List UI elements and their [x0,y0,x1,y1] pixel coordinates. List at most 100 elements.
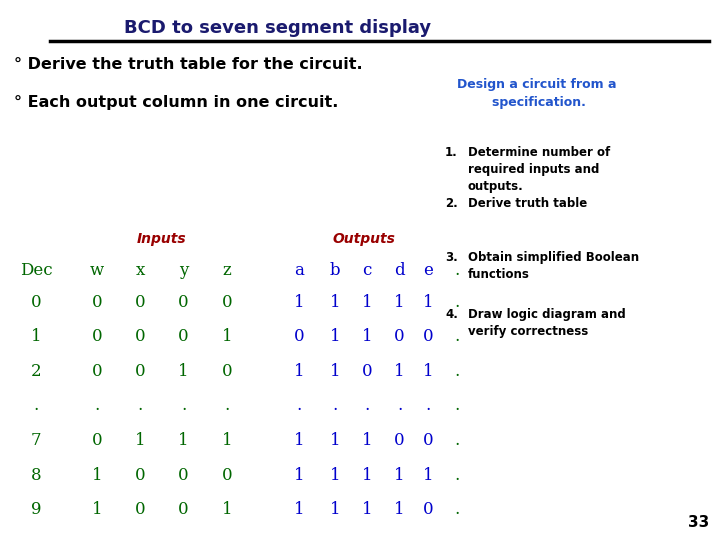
Text: 1: 1 [92,501,102,518]
Text: 0: 0 [423,328,433,345]
Text: 0: 0 [135,328,145,345]
Text: Dec: Dec [19,262,53,279]
Text: .: . [138,397,143,414]
Text: x: x [135,262,145,279]
Text: a: a [294,262,304,279]
Text: 0: 0 [423,432,433,449]
Text: .: . [454,397,460,414]
Text: c: c [362,262,372,279]
Text: .: . [397,397,402,414]
Text: 0: 0 [179,467,189,483]
Text: 0: 0 [92,432,102,449]
Text: 0: 0 [92,294,102,311]
Text: 0: 0 [395,328,405,345]
Text: 1: 1 [423,294,433,311]
Text: 1: 1 [179,363,189,380]
Text: Derive truth table: Derive truth table [468,197,588,210]
Text: 0: 0 [31,294,41,311]
Text: 0: 0 [294,328,304,345]
Text: 1: 1 [362,432,372,449]
Text: y: y [179,262,189,279]
Text: ° Each output column in one circuit.: ° Each output column in one circuit. [14,94,339,110]
Text: 1: 1 [222,432,232,449]
Text: 0: 0 [135,294,145,311]
Text: Obtain simplified Boolean
functions: Obtain simplified Boolean functions [468,251,639,281]
Text: 1: 1 [294,294,304,311]
Text: 7: 7 [31,432,41,449]
Text: 0: 0 [179,501,189,518]
Text: 4.: 4. [445,308,458,321]
Text: .: . [364,397,370,414]
Text: 0: 0 [179,294,189,311]
Text: 1: 1 [362,501,372,518]
Text: 1: 1 [423,467,433,483]
Text: .: . [296,397,302,414]
Text: .: . [426,397,431,414]
Text: BCD to seven segment display: BCD to seven segment display [124,19,431,37]
Text: 1: 1 [362,294,372,311]
Text: 1: 1 [362,467,372,483]
Text: .: . [454,467,460,483]
Text: .: . [454,501,460,518]
Text: 0: 0 [222,467,232,483]
Text: 0: 0 [92,363,102,380]
Text: 1: 1 [222,501,232,518]
Text: 1: 1 [395,467,405,483]
Text: 1: 1 [330,432,340,449]
Text: 1.: 1. [445,146,458,159]
Text: 0: 0 [135,467,145,483]
Text: w: w [90,262,104,279]
Text: .: . [94,397,100,414]
Text: Inputs: Inputs [138,232,186,246]
Text: 0: 0 [222,294,232,311]
Text: Outputs: Outputs [332,232,395,246]
Text: .: . [224,397,230,414]
Text: .: . [454,432,460,449]
Text: 0: 0 [423,501,433,518]
Text: 1: 1 [395,363,405,380]
Text: 1: 1 [395,501,405,518]
Text: 1: 1 [92,467,102,483]
Text: 9: 9 [31,501,41,518]
Text: .: . [33,397,39,414]
Text: 1: 1 [330,363,340,380]
Text: 0: 0 [135,363,145,380]
Text: 1: 1 [31,328,41,345]
Text: 1: 1 [294,501,304,518]
Text: 2.: 2. [445,197,458,210]
Text: 1: 1 [294,467,304,483]
Text: 1: 1 [294,432,304,449]
Text: 3.: 3. [445,251,458,264]
Text: b: b [330,262,340,279]
Text: 1: 1 [362,328,372,345]
Text: .: . [332,397,338,414]
Text: 33: 33 [688,515,709,530]
Text: 1: 1 [423,363,433,380]
Text: Draw logic diagram and
verify correctness: Draw logic diagram and verify correctnes… [468,308,626,338]
Text: d: d [395,262,405,279]
Text: e: e [423,262,433,279]
Text: 0: 0 [362,363,372,380]
Text: 0: 0 [222,363,232,380]
Text: 1: 1 [395,294,405,311]
Text: Determine number of
required inputs and
outputs.: Determine number of required inputs and … [468,146,611,193]
Text: 1: 1 [330,294,340,311]
Text: .: . [454,294,460,311]
Text: .: . [454,262,460,279]
Text: 1: 1 [222,328,232,345]
Text: 1: 1 [330,328,340,345]
Text: 1: 1 [330,467,340,483]
Text: 0: 0 [395,432,405,449]
Text: Design a circuit from a
        specification.: Design a circuit from a specification. [457,78,617,109]
Text: 8: 8 [31,467,41,483]
Text: 0: 0 [135,501,145,518]
Text: .: . [181,397,186,414]
Text: 1: 1 [294,363,304,380]
Text: 1: 1 [330,501,340,518]
Text: 0: 0 [179,328,189,345]
Text: 1: 1 [179,432,189,449]
Text: ° Derive the truth table for the circuit.: ° Derive the truth table for the circuit… [14,57,363,72]
Text: .: . [454,363,460,380]
Text: 1: 1 [135,432,145,449]
Text: 2: 2 [31,363,41,380]
